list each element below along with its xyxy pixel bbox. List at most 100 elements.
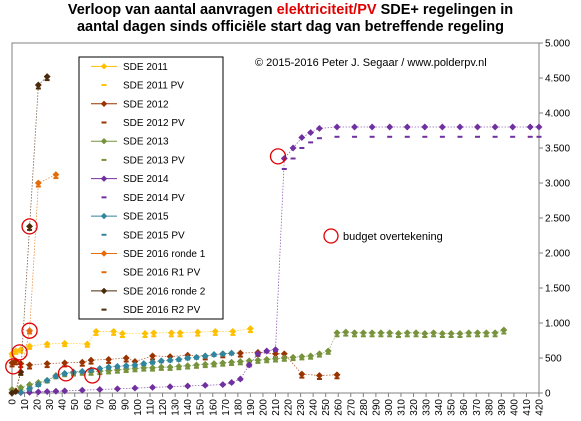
data-point	[52, 171, 60, 179]
data-point-dash	[211, 365, 217, 368]
data-point-dash	[281, 168, 287, 170]
data-point-dash	[212, 333, 218, 336]
data-point	[34, 179, 42, 187]
legend-label: SDE 2014	[123, 174, 169, 185]
data-point	[350, 329, 359, 337]
data-point	[368, 329, 376, 337]
data-point	[482, 329, 490, 337]
data-point	[359, 329, 367, 337]
x-tick-label: 50	[70, 399, 81, 411]
data-point-dash	[106, 372, 112, 375]
data-point-dash	[343, 334, 349, 337]
data-point	[298, 133, 306, 142]
data-point-dash	[158, 361, 164, 364]
data-point-dash	[255, 361, 261, 364]
series-line	[11, 351, 338, 376]
legend-swatch-marker	[100, 287, 108, 295]
data-point-dash	[176, 368, 182, 371]
annotation-circle	[323, 228, 339, 244]
data-point	[403, 123, 411, 131]
data-point	[333, 123, 341, 131]
data-point-dash	[492, 335, 498, 338]
data-point	[430, 329, 438, 337]
data-point	[438, 329, 446, 338]
data-point	[473, 329, 482, 337]
data-point	[307, 129, 315, 137]
data-point-dash	[79, 389, 85, 392]
data-point-dash	[27, 228, 33, 231]
budget-circle	[5, 358, 22, 375]
data-point	[289, 144, 297, 152]
series-line	[11, 126, 539, 394]
data-point-dash	[97, 368, 103, 371]
data-point	[105, 355, 113, 363]
series-line	[11, 328, 251, 355]
legend-swatch-marker	[100, 212, 108, 220]
legend-swatch-marker	[100, 63, 108, 70]
x-tick-label: 80	[108, 399, 119, 411]
data-point-dash	[44, 366, 50, 369]
data-point-dash	[229, 353, 235, 356]
data-point	[333, 371, 341, 379]
data-point-dash	[44, 79, 50, 82]
data-point-dash	[132, 387, 138, 390]
legend-swatch-marker	[100, 250, 108, 257]
data-point-dash	[132, 365, 138, 368]
data-point-dash	[9, 392, 15, 394]
data-point-dash	[369, 135, 375, 138]
data-point	[315, 371, 323, 380]
data-point-dash	[185, 358, 191, 361]
data-point	[236, 349, 244, 357]
x-tick-label: 120	[158, 399, 169, 416]
data-point-dash	[18, 351, 24, 354]
data-point-dash	[18, 391, 24, 394]
y-tick-label: 1.500	[545, 284, 570, 295]
data-point-dash	[27, 389, 33, 392]
legend-swatch-dash	[101, 158, 107, 161]
y-tick-label: 3.000	[545, 179, 570, 190]
data-point-dash	[334, 335, 340, 338]
data-point-dash	[264, 351, 270, 354]
legend-box	[78, 56, 224, 320]
data-point	[246, 325, 254, 333]
data-point-dash	[195, 334, 201, 337]
data-point	[394, 329, 403, 338]
legend-label: SDE 2013 PV	[123, 155, 185, 166]
legend-label: SDE 2014 PV	[123, 193, 185, 204]
data-point	[34, 81, 42, 89]
data-point-dash	[510, 135, 516, 138]
x-tick-label: 20	[33, 399, 44, 411]
data-point-dash	[360, 335, 366, 338]
data-point-dash	[35, 391, 41, 394]
data-point-dash	[527, 135, 533, 138]
data-point-dash	[422, 336, 428, 338]
data-point-dash	[27, 347, 33, 350]
data-point-dash	[308, 141, 314, 144]
data-point	[211, 327, 219, 335]
data-point-dash	[230, 333, 236, 336]
data-point	[465, 329, 473, 337]
data-point-dash	[457, 336, 463, 338]
data-point-dash	[176, 359, 182, 362]
data-point-dash	[387, 135, 393, 138]
x-tick-label: 280	[359, 399, 370, 416]
data-point	[509, 123, 517, 131]
x-tick-label: 300	[384, 399, 395, 416]
data-point-dash	[220, 383, 226, 386]
copyright-text: © 2015-2016 Peter J. Segaar / www.polder…	[255, 57, 487, 69]
data-point-dash	[193, 366, 199, 369]
data-point-dash	[237, 355, 243, 358]
legend-label: SDE 2012	[123, 99, 169, 110]
x-tick-label: 220	[284, 399, 295, 416]
legend-label: SDE 2011 PV	[123, 81, 184, 92]
data-point-dash	[316, 355, 322, 358]
data-point-dash	[93, 333, 99, 336]
data-point-dash	[202, 366, 208, 369]
budget-circle	[269, 148, 287, 165]
data-point-dash	[141, 369, 147, 372]
data-point	[61, 359, 69, 367]
data-point-dash	[44, 380, 50, 383]
x-tick-label: 350	[447, 399, 458, 416]
